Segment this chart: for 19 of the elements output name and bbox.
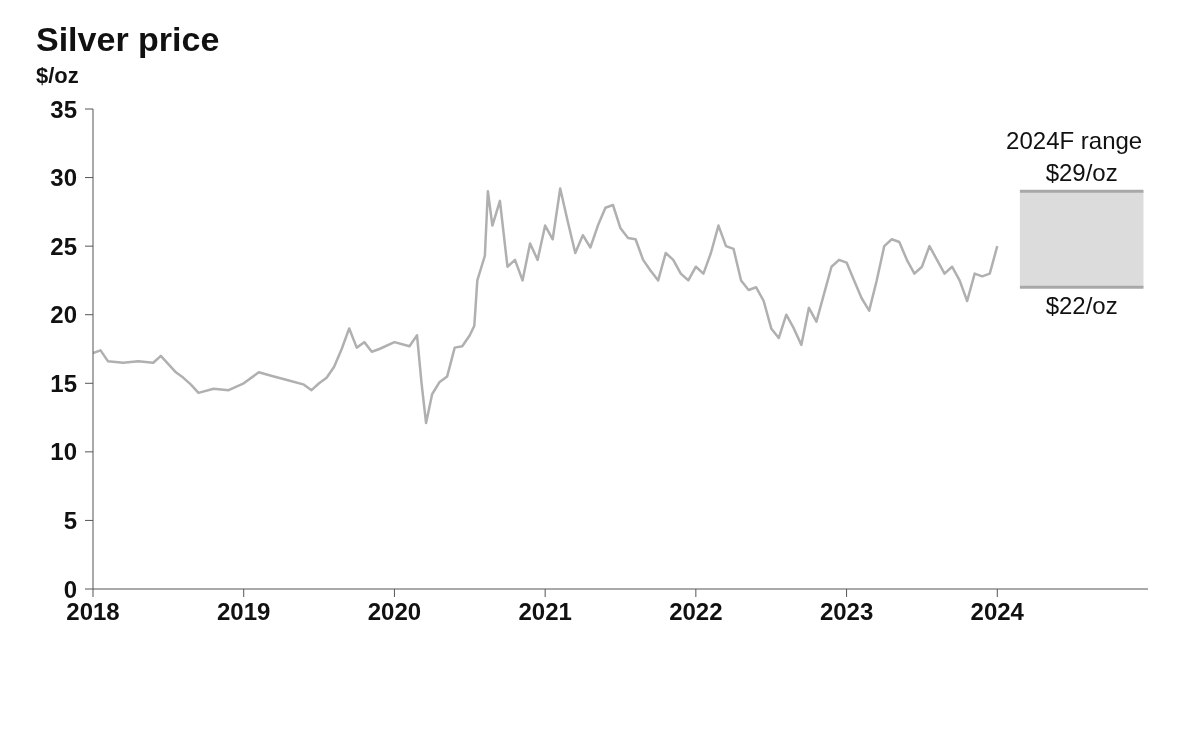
y-tick-label: 35 bbox=[50, 95, 77, 123]
x-tick-label: 2021 bbox=[518, 598, 572, 626]
y-tick-label: 10 bbox=[50, 438, 77, 466]
line-series bbox=[93, 187, 999, 425]
y-tick-label: 15 bbox=[50, 369, 77, 397]
x-tick-label: 2023 bbox=[819, 598, 874, 626]
annotation: $29/oz bbox=[1045, 159, 1118, 187]
y-tick-label: 5 bbox=[63, 506, 77, 534]
annotation: $22/oz bbox=[1045, 292, 1118, 320]
x-tick-label: 2024 bbox=[970, 598, 1025, 626]
band-label: 2024F range bbox=[1006, 127, 1143, 155]
x-tick-label: 2019 bbox=[217, 598, 271, 626]
x-tick-label: 2020 bbox=[367, 598, 422, 626]
y-tick-label: 20 bbox=[50, 301, 77, 329]
y-tick-label: 25 bbox=[50, 232, 77, 260]
y-axis-title: $/oz bbox=[36, 63, 80, 89]
y-tick-label: 30 bbox=[50, 164, 77, 192]
chart-title: Silver price bbox=[36, 20, 221, 59]
x-tick-label: 2022 bbox=[669, 598, 723, 626]
